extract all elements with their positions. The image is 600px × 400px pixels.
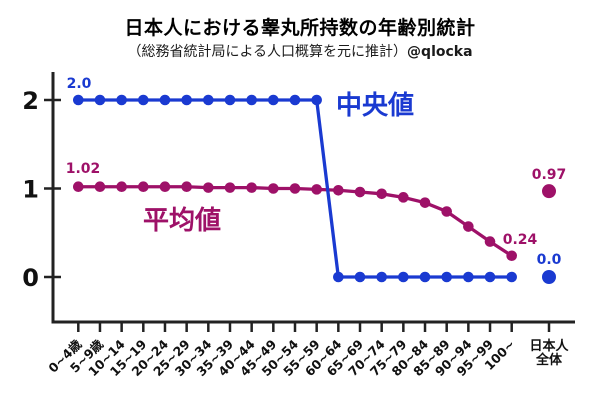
median-point xyxy=(116,94,127,106)
chart-title: 日本人における睾丸所持数の年齢別統計 xyxy=(124,17,476,39)
median-legend-label: 中央値 xyxy=(336,91,414,121)
median-point xyxy=(354,271,366,283)
mean-point xyxy=(441,206,452,217)
median-point xyxy=(181,94,192,106)
median-point xyxy=(441,271,452,283)
median-point xyxy=(463,271,474,283)
mean-point xyxy=(246,182,257,193)
credit-handle: @qlocka xyxy=(407,44,473,60)
mean-point xyxy=(268,183,279,194)
x-tick-label-overall: 日本人 xyxy=(529,338,569,354)
median-point xyxy=(224,94,236,106)
median-point xyxy=(484,271,496,283)
median-point xyxy=(376,271,387,283)
chart-subtitle-text: （総務省統計局による人口概算を元に推計） xyxy=(127,44,408,60)
mean-legend-label: 平均値 xyxy=(143,206,221,236)
median-point xyxy=(203,94,214,106)
mean-point xyxy=(138,181,149,193)
mean-point xyxy=(506,250,517,262)
median-overall-value-label: 0.0 xyxy=(537,252,562,268)
median-point xyxy=(506,271,517,283)
median-point xyxy=(268,94,279,106)
mean-overall-point xyxy=(542,184,556,199)
mean-point xyxy=(159,181,171,193)
mean-point xyxy=(224,182,236,193)
mean-point xyxy=(203,182,214,193)
median-point xyxy=(398,271,409,283)
median-point xyxy=(289,94,301,106)
mean-point xyxy=(354,186,366,198)
mean-point xyxy=(333,184,344,196)
mean-point xyxy=(376,188,387,200)
y-tick-label: 1 xyxy=(22,176,39,204)
mean-point xyxy=(289,183,301,194)
mean-point xyxy=(73,181,84,193)
median-point xyxy=(138,94,149,106)
median-point xyxy=(159,94,171,106)
mean-point xyxy=(94,181,106,193)
mean-point xyxy=(311,184,322,195)
mean-point xyxy=(419,197,431,208)
median-point xyxy=(333,271,344,283)
mean-point xyxy=(463,221,474,232)
x-tick-label-overall: 全体 xyxy=(535,352,563,368)
median-point xyxy=(419,271,431,283)
median-point xyxy=(73,94,84,106)
mean-last-value-label: 0.24 xyxy=(503,232,538,248)
mean-point xyxy=(116,181,127,193)
mean-point xyxy=(181,181,192,193)
mean-overall-value-label: 0.97 xyxy=(532,167,567,183)
median-point xyxy=(246,94,257,106)
median-point xyxy=(94,94,106,106)
mean-point xyxy=(484,236,496,247)
mean-first-value-label: 1.02 xyxy=(66,161,101,177)
y-tick-label: 0 xyxy=(22,264,39,292)
median-point xyxy=(311,94,322,106)
chart-subtitle: （総務省統計局による人口概算を元に推計）@qlocka xyxy=(0,41,600,61)
median-overall-point xyxy=(542,270,556,284)
mean-point xyxy=(398,192,409,203)
median-first-value-label: 2.0 xyxy=(67,76,92,92)
y-tick-label: 2 xyxy=(22,87,39,115)
